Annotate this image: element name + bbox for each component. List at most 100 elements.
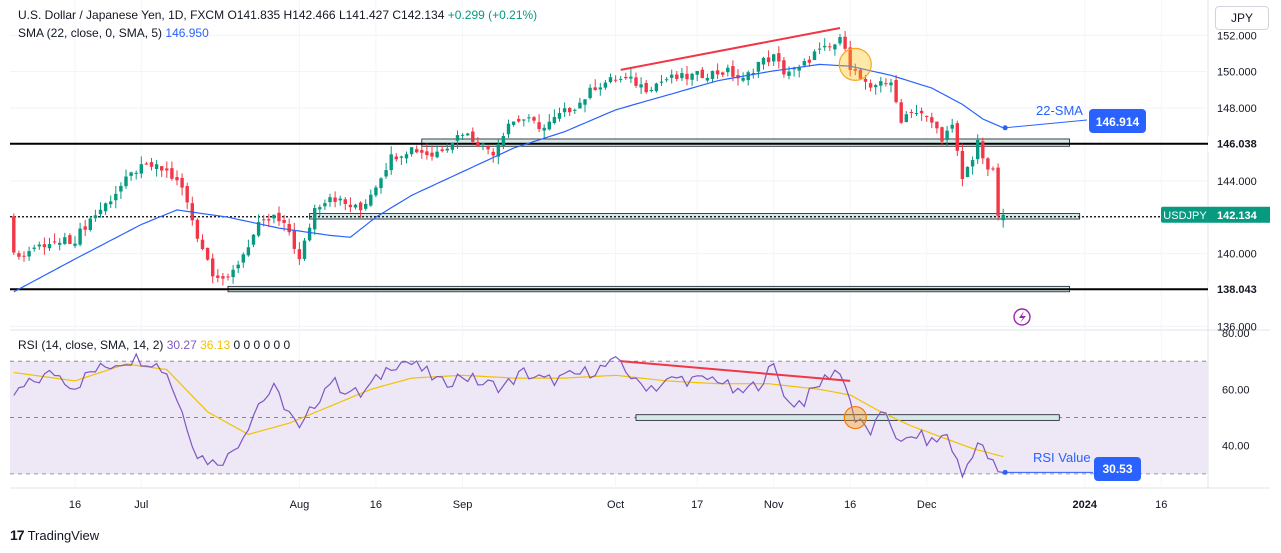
candle-body: [364, 203, 368, 209]
candle-body: [343, 199, 347, 204]
candle-body: [955, 123, 959, 151]
candle-body: [466, 133, 470, 136]
candle-body: [904, 114, 908, 123]
level-tag-bg: [1208, 281, 1270, 298]
candle-body: [639, 84, 643, 88]
candle-body: [42, 244, 47, 248]
rsi-tick-label: 60.00: [1222, 384, 1250, 396]
candle-body: [93, 215, 98, 219]
candle-body: [313, 207, 317, 230]
candle-body: [267, 219, 271, 221]
time-tick-label: 16: [370, 499, 382, 511]
candle-body: [277, 212, 281, 222]
candle-body: [853, 68, 857, 71]
candle-body: [996, 167, 1000, 216]
candle-body: [231, 269, 235, 278]
candle-body: [823, 45, 827, 48]
candle-body: [195, 219, 200, 239]
candle-body: [945, 130, 949, 140]
candle-body: [216, 275, 220, 278]
candle-body: [394, 156, 398, 160]
candle-body: [160, 166, 164, 171]
candle-body: [272, 214, 276, 219]
open-value: 141.835: [236, 8, 281, 22]
candle-body: [471, 131, 475, 142]
candle-body: [991, 168, 995, 170]
event-flash-icon-glyph: [1019, 311, 1026, 323]
rsi-tick-label: 80.00: [1222, 328, 1250, 340]
candle-body: [654, 83, 659, 92]
high-value: 142.466: [292, 8, 336, 22]
candle-body: [389, 154, 393, 171]
candle-body: [68, 235, 72, 244]
candle-body: [297, 249, 302, 260]
candle-body: [552, 117, 557, 124]
last-price-tag-label: 142.134: [1217, 210, 1258, 222]
candle-body: [1001, 214, 1005, 221]
candle-body: [578, 102, 582, 109]
candle-body: [236, 264, 240, 269]
rsi-label: RSI (14, close, SMA, 14, 2): [18, 338, 164, 352]
candle-body: [323, 203, 327, 207]
symbol-tag-bg: [1161, 206, 1209, 223]
candle-body: [47, 244, 52, 249]
sma-legend[interactable]: SMA (22, close, 0, SMA, 5) 146.950: [18, 26, 209, 40]
currency-button[interactable]: JPY: [1215, 6, 1269, 30]
candle-body: [940, 127, 944, 142]
level-tag-label: 146.038: [1217, 139, 1257, 151]
candle-body: [374, 187, 378, 196]
rsi-circle-marker: [843, 405, 867, 430]
close-label: C: [392, 8, 402, 22]
tradingview-logo-icon: 17: [10, 527, 25, 543]
candle-body: [435, 151, 439, 158]
candle-body: [517, 118, 521, 122]
candle-body: [848, 47, 852, 71]
candle-body: [404, 154, 409, 159]
candle-body: [476, 141, 480, 147]
candle-body: [415, 149, 419, 153]
candle-body: [292, 230, 296, 249]
candle-body: [307, 227, 312, 241]
candle-body: [619, 78, 623, 80]
candle-body: [358, 202, 363, 211]
candle-body: [925, 115, 929, 117]
candle-body: [608, 77, 613, 83]
change-value: +0.299 (+0.21%): [447, 8, 538, 22]
candle-body: [425, 151, 429, 156]
candle-body: [532, 117, 536, 121]
candle-body: [109, 201, 113, 205]
candle-body: [27, 251, 31, 257]
candle-body: [670, 74, 674, 78]
candle-body: [527, 117, 531, 119]
candle-body: [486, 146, 490, 150]
candle-body: [537, 122, 541, 130]
candle-body: [705, 78, 710, 81]
candle-body: [930, 117, 934, 123]
rsi-zone: [635, 414, 1060, 421]
candle-body: [828, 46, 832, 48]
candle-body: [919, 110, 924, 114]
time-tick-label: Aug: [290, 499, 310, 511]
candle-body: [726, 67, 730, 73]
candle-body: [73, 243, 77, 246]
candle-body: [440, 149, 444, 152]
candle-body: [797, 67, 801, 71]
candle-body: [746, 72, 750, 81]
candle-body: [629, 76, 633, 79]
time-tick-label: Sep: [453, 499, 473, 511]
candle-body: [522, 119, 526, 121]
rsi-legend[interactable]: RSI (14, close, SMA, 14, 2) 30.27 36.13 …: [18, 338, 290, 352]
candle-body: [756, 61, 761, 72]
high-label: H: [283, 8, 293, 22]
candle-body: [185, 186, 189, 203]
candle-body: [751, 73, 755, 75]
sma-annotation-line: [1005, 119, 1088, 129]
candle-body: [353, 204, 358, 208]
rsi-ma-value: 36.13: [200, 338, 231, 352]
candle-body: [114, 193, 118, 201]
candle-body: [782, 60, 786, 75]
symbol-title[interactable]: U.S. Dollar / Japanese Yen, 1D, FXCM: [18, 8, 225, 22]
candle-body: [899, 102, 903, 123]
candle-body: [777, 53, 781, 62]
